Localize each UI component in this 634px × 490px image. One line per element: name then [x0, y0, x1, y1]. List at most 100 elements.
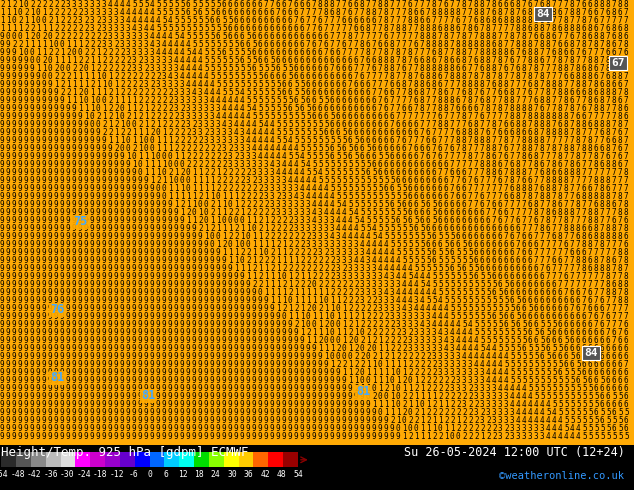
Text: 2: 2 [120, 64, 125, 73]
Text: 2: 2 [54, 48, 58, 57]
Text: 9: 9 [84, 336, 89, 345]
Text: 7: 7 [570, 176, 574, 185]
Text: 9: 9 [84, 304, 89, 313]
Text: 9: 9 [348, 416, 353, 425]
Text: 9: 9 [174, 384, 179, 393]
Text: 9: 9 [6, 328, 11, 337]
Text: 3: 3 [342, 256, 347, 265]
Text: 7: 7 [516, 144, 521, 153]
Text: 9: 9 [138, 392, 143, 401]
Text: 9: 9 [240, 336, 245, 345]
Text: 4: 4 [294, 192, 299, 201]
Text: 8: 8 [462, 136, 467, 145]
Text: 9: 9 [270, 408, 275, 417]
Text: 7: 7 [612, 320, 617, 329]
Text: 5: 5 [300, 88, 304, 97]
Text: 8: 8 [594, 176, 598, 185]
Text: 7: 7 [414, 136, 418, 145]
Text: 1: 1 [378, 336, 383, 345]
Text: 2: 2 [24, 24, 29, 33]
Text: 8: 8 [600, 88, 605, 97]
Text: 1: 1 [132, 96, 136, 105]
Text: 3: 3 [456, 384, 461, 393]
Text: 3: 3 [330, 216, 335, 225]
Text: 5: 5 [318, 128, 323, 137]
Text: 4: 4 [456, 320, 461, 329]
Text: 7: 7 [348, 24, 353, 33]
Text: 9: 9 [90, 432, 94, 441]
Text: 7: 7 [612, 264, 617, 273]
Text: 2: 2 [240, 192, 245, 201]
Text: 1: 1 [156, 168, 160, 177]
Text: 6: 6 [534, 280, 539, 289]
Text: 7: 7 [540, 48, 545, 57]
Text: 0: 0 [360, 376, 365, 385]
Text: 3: 3 [336, 272, 340, 281]
Text: 9: 9 [330, 400, 335, 409]
Text: 4: 4 [228, 112, 233, 121]
Text: 6: 6 [456, 200, 461, 209]
Text: 7: 7 [450, 184, 455, 193]
Text: 3: 3 [348, 264, 353, 273]
Text: 6: 6 [408, 200, 413, 209]
Text: 4: 4 [276, 144, 281, 153]
Text: 0: 0 [120, 112, 125, 121]
Text: 9: 9 [54, 208, 58, 217]
Text: 4: 4 [384, 248, 389, 257]
Text: 9: 9 [72, 128, 77, 137]
Text: 5: 5 [348, 176, 353, 185]
Text: 9: 9 [36, 360, 41, 369]
Text: 3: 3 [96, 0, 101, 9]
Text: 9: 9 [252, 336, 257, 345]
Text: 0: 0 [312, 280, 316, 289]
Text: 9: 9 [42, 416, 47, 425]
Text: 4: 4 [546, 416, 550, 425]
Text: 9: 9 [0, 352, 4, 361]
Text: 6: 6 [294, 96, 299, 105]
Text: 9: 9 [120, 304, 125, 313]
Text: 6: 6 [378, 40, 383, 49]
Bar [238, 452, 254, 467]
Text: 1: 1 [246, 264, 250, 273]
Text: 6: 6 [360, 120, 365, 129]
Text: 2: 2 [264, 256, 269, 265]
Text: 9: 9 [216, 312, 221, 321]
Text: 9: 9 [30, 280, 35, 289]
Text: 9: 9 [48, 376, 53, 385]
Text: 8: 8 [594, 216, 598, 225]
Text: 9: 9 [6, 104, 11, 113]
Text: 8: 8 [348, 32, 353, 41]
Text: 5: 5 [594, 424, 598, 433]
Text: 2: 2 [294, 240, 299, 249]
Text: 9: 9 [162, 368, 167, 377]
Text: 5: 5 [264, 64, 269, 73]
Text: 6: 6 [564, 328, 569, 337]
Text: 1: 1 [114, 112, 119, 121]
Text: 6: 6 [498, 240, 503, 249]
Text: 9: 9 [264, 408, 269, 417]
Text: 9: 9 [210, 392, 215, 401]
Text: 9: 9 [66, 184, 70, 193]
Text: 9: 9 [60, 432, 65, 441]
Text: 5: 5 [582, 400, 586, 409]
Text: 3: 3 [432, 344, 437, 353]
Text: 2: 2 [180, 120, 184, 129]
Text: 0: 0 [378, 392, 383, 401]
Text: 6: 6 [414, 224, 418, 233]
Text: 3: 3 [432, 336, 437, 345]
Text: 2: 2 [288, 264, 293, 273]
Text: 2: 2 [96, 24, 101, 33]
Text: 9: 9 [198, 280, 203, 289]
Text: 1: 1 [270, 296, 275, 305]
Text: 5: 5 [384, 176, 389, 185]
Text: 2: 2 [84, 56, 89, 65]
Text: 5: 5 [564, 416, 569, 425]
Text: 8: 8 [606, 88, 611, 97]
Text: 6: 6 [522, 304, 527, 313]
Text: 5: 5 [360, 184, 365, 193]
Text: 9: 9 [156, 336, 160, 345]
Text: 9: 9 [12, 216, 16, 225]
Bar [61, 452, 75, 467]
Text: 0: 0 [192, 208, 197, 217]
Text: 5: 5 [564, 368, 569, 377]
